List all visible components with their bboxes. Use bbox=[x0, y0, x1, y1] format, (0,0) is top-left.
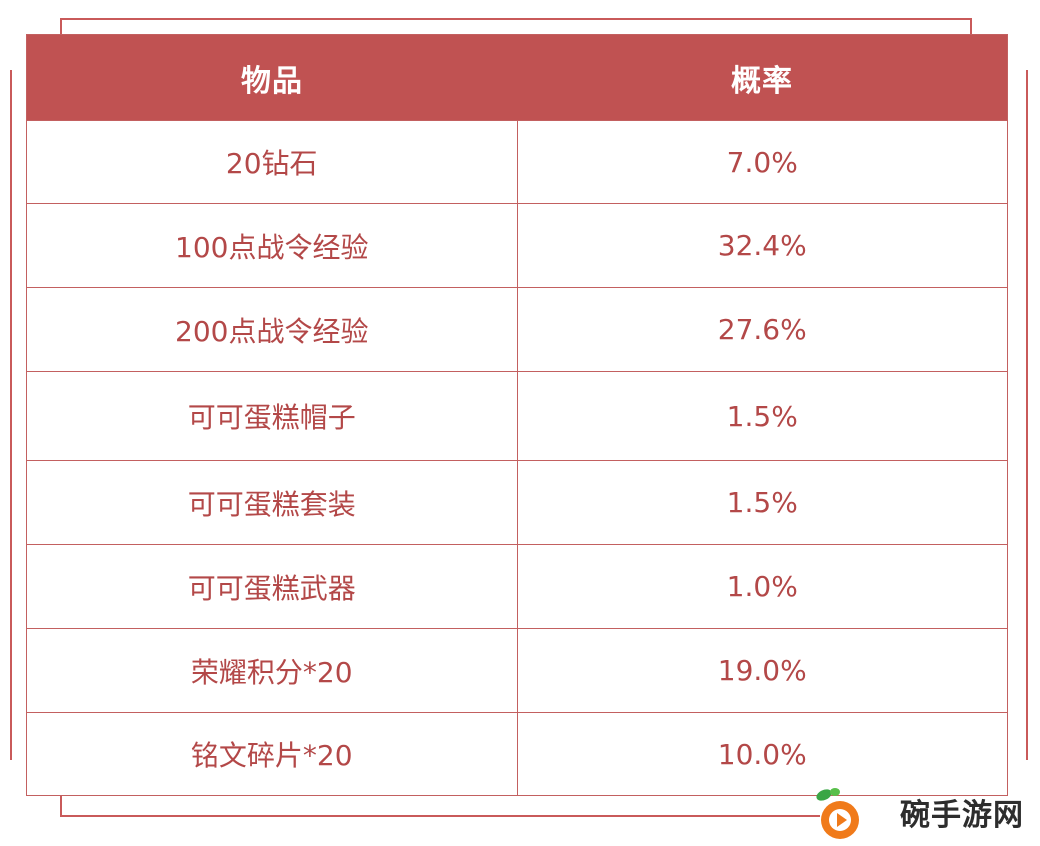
item-cell: 20钻石 bbox=[225, 147, 318, 180]
probability-cell: 1.5% bbox=[516, 461, 1008, 544]
probability-cell: 1.0% bbox=[516, 545, 1008, 628]
header-item: 物品 bbox=[241, 63, 303, 99]
table-row: 20钻石 7.0% bbox=[27, 120, 1007, 203]
watermark-text: 碗手游网 bbox=[900, 797, 1024, 833]
table-row: 荣耀积分*20 19.0% bbox=[27, 628, 1007, 712]
frame-top-left-notch bbox=[60, 18, 62, 34]
table-row: 铭文碎片*20 10.0% bbox=[27, 712, 1007, 795]
probability-cell: 7.0% bbox=[516, 121, 1008, 203]
header-probability: 概率 bbox=[731, 63, 793, 99]
item-cell: 100点战令经验 bbox=[175, 230, 369, 264]
probability-cell: 19.0% bbox=[516, 629, 1008, 712]
probability-cell: 32.4% bbox=[516, 204, 1008, 287]
item-cell: 可可蛋糕武器 bbox=[187, 571, 356, 605]
frame-top-right-notch bbox=[970, 18, 972, 34]
table-header: 物品 概率 bbox=[27, 35, 1007, 120]
frame-top-line bbox=[60, 18, 972, 20]
watermark-logo-icon bbox=[810, 782, 870, 842]
item-cell: 200点战令经验 bbox=[175, 314, 369, 348]
frame-bottom-left-notch bbox=[60, 795, 62, 816]
probability-cell: 27.6% bbox=[516, 288, 1008, 371]
frame-right-line bbox=[1026, 70, 1028, 760]
probability-table: 物品 概率 20钻石 7.0% 100点战令经验 32.4% 200点战令经验 … bbox=[26, 34, 1008, 796]
probability-cell: 10.0% bbox=[516, 713, 1008, 795]
frame-bottom-line bbox=[60, 815, 820, 817]
item-cell: 可可蛋糕套装 bbox=[187, 487, 356, 521]
table-row: 可可蛋糕帽子 1.5% bbox=[27, 371, 1007, 460]
item-cell: 可可蛋糕帽子 bbox=[187, 401, 356, 434]
watermark: 碗手游网 bbox=[808, 778, 1040, 845]
table-row: 可可蛋糕武器 1.0% bbox=[27, 544, 1007, 628]
probability-cell: 1.5% bbox=[516, 372, 1008, 460]
item-cell: 荣耀积分*20 bbox=[190, 655, 353, 689]
frame-left-line bbox=[10, 70, 12, 760]
item-cell: 铭文碎片*20 bbox=[190, 739, 353, 772]
table-row: 可可蛋糕套装 1.5% bbox=[27, 460, 1007, 544]
table-row: 100点战令经验 32.4% bbox=[27, 203, 1007, 287]
table-row: 200点战令经验 27.6% bbox=[27, 287, 1007, 371]
